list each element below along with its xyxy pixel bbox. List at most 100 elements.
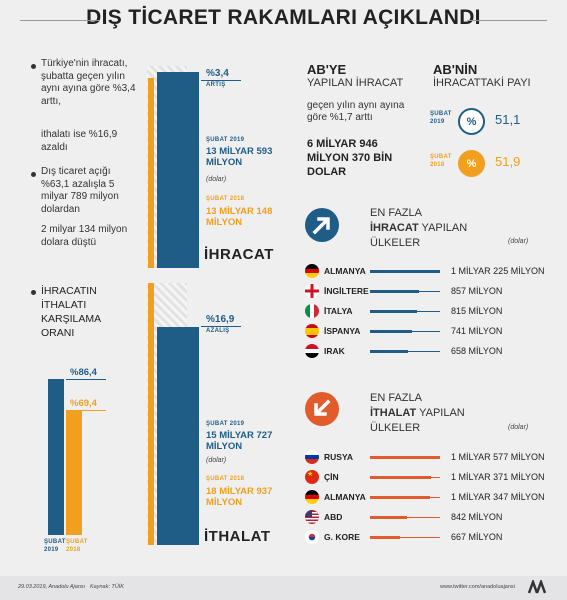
country-value: 857 MİLYON xyxy=(451,286,503,296)
country-name: ABD xyxy=(324,512,343,522)
value-track xyxy=(370,537,440,538)
value-bar xyxy=(370,516,407,519)
note-deficit: Dış ticaret açığı %63,1 azalışla 5 milya… xyxy=(41,166,119,215)
flag-irak-icon xyxy=(305,344,319,358)
top-import-unit: (dolar) xyxy=(508,424,529,431)
value-bar xyxy=(370,290,419,293)
export-2019-value: 13 MİLYAR 593 MİLYON xyxy=(206,146,273,168)
top-export-h1: EN FAZLA xyxy=(370,207,422,219)
country-value: 1 MİLYAR 577 MİLYON xyxy=(451,452,545,462)
top-export-h2: İHRACAT YAPILAN xyxy=(370,222,467,235)
eu-share-2019-value: 51,1 xyxy=(495,112,521,127)
country-name: İTALYA xyxy=(324,306,353,316)
top-import-h2-bold: İTHALAT xyxy=(370,407,417,419)
coverage-2019-bar xyxy=(48,379,64,535)
top-export-unit: (dolar) xyxy=(508,238,529,245)
flag-i-talya-icon xyxy=(305,304,319,318)
eu-export-desc: geçen yılın aynı ayına göre %1,7 arttı xyxy=(307,100,405,123)
export-2019-bar xyxy=(157,72,199,268)
export-2018-bar xyxy=(148,78,154,268)
percent-icon: % xyxy=(458,108,485,135)
country-value: 1 MİLYAR 371 MİLYON xyxy=(451,472,545,482)
page-title: DIŞ TİCARET RAKAMLARI AÇIKLANDI xyxy=(86,6,481,29)
top-import-h3: ÜLKELER xyxy=(370,422,421,434)
value-bar xyxy=(370,476,431,479)
aa-logo-icon xyxy=(527,578,547,594)
percent-icon: % xyxy=(458,150,485,177)
country-name: ÇİN xyxy=(324,472,339,482)
country-value: 1 MİLYAR 225 MİLYON xyxy=(451,266,545,276)
note-deficit-2: 2 milyar 134 milyon dolara düştü xyxy=(41,224,128,248)
value-bar xyxy=(370,270,440,273)
import-name: İTHALAT xyxy=(204,528,271,545)
export-2019-label: ŞUBAT 2019 xyxy=(206,137,245,143)
export-name: İHRACAT xyxy=(204,246,274,263)
country-value: 658 MİLYON xyxy=(451,346,503,356)
flag-i-ngi-ltere-icon xyxy=(305,284,319,298)
flag-almanya-icon xyxy=(305,490,319,504)
import-unit: (dolar) xyxy=(206,457,227,464)
country-name: RUSYA xyxy=(324,452,353,462)
coverage-2018-bar xyxy=(66,410,82,535)
bullet xyxy=(31,290,36,295)
coverage-2018-line xyxy=(66,410,106,411)
arrow-down-left-icon xyxy=(305,392,339,426)
arrow-up-right-icon xyxy=(305,208,339,242)
flag-çi-n-icon: ★ xyxy=(305,470,319,484)
coverage-2018-label: ŞUBAT 2018 xyxy=(66,539,88,553)
bullet xyxy=(31,64,36,69)
export-unit: (dolar) xyxy=(206,176,227,183)
import-pct-label: AZALIŞ xyxy=(206,328,230,334)
value-bar xyxy=(370,350,408,353)
top-import-h2-rest: YAPILAN xyxy=(419,407,465,419)
value-bar xyxy=(370,456,440,459)
import-pct-rule xyxy=(201,326,241,327)
eu-export-sub: YAPILAN İHRACAT xyxy=(307,77,404,89)
eu-share-2019-label: ŞUBAT 2019 xyxy=(430,111,452,125)
import-2019-value: 15 MİLYAR 727 MİLYON xyxy=(206,430,273,452)
country-value: 842 MİLYON xyxy=(451,512,503,522)
note-import: ithalatı ise %16,9 azaldı xyxy=(41,129,118,153)
value-bar xyxy=(370,536,400,539)
flag-rusya-icon xyxy=(305,450,319,464)
note-export: Türkiye'nin ihracatı, şubatta geçen yılı… xyxy=(41,58,136,107)
coverage-2019-value: %86,4 xyxy=(70,367,97,378)
eu-share-heading: AB'NİN xyxy=(433,62,478,77)
coverage-2019-label: ŞUBAT 2019 xyxy=(44,539,66,553)
value-bar xyxy=(370,496,430,499)
country-value: 741 MİLYON xyxy=(451,326,503,336)
footer-date: 29.03.2019, Anadolu Ajansı xyxy=(18,584,86,590)
value-bar xyxy=(370,330,412,333)
eu-export-amount: 6 MİLYAR 946 MİLYON 370 BİN DOLAR xyxy=(307,138,393,178)
country-name: IRAK xyxy=(324,346,345,356)
eu-export-heading: AB'YE xyxy=(307,62,347,77)
eu-share-2018-value: 51,9 xyxy=(495,154,521,169)
import-2019-label: ŞUBAT 2019 xyxy=(206,421,245,427)
eu-share-2018-label: ŞUBAT 2018 xyxy=(430,154,452,168)
export-pct-label: ARTIŞ xyxy=(206,82,226,88)
title-rule-right xyxy=(467,20,547,21)
country-name: ALMANYA xyxy=(324,492,366,502)
coverage-2019-line xyxy=(66,379,106,380)
country-value: 667 MİLYON xyxy=(451,532,503,542)
flag-g-kore-icon xyxy=(305,530,319,544)
export-2018-label: ŞUBAT 2018 xyxy=(206,196,245,202)
country-value: 815 MİLYON xyxy=(451,306,503,316)
bullet xyxy=(31,172,36,177)
coverage-title: İHRACATIN İTHALATI KARŞILAMA ORANI xyxy=(41,285,101,339)
country-value: 1 MİLYAR 347 MİLYON xyxy=(451,492,545,502)
country-name: İNGİLTERE xyxy=(324,286,369,296)
country-name: ALMANYA xyxy=(324,266,366,276)
country-name: İSPANYA xyxy=(324,326,361,336)
eu-share-sub: İHRACATTAKİ PAYI xyxy=(433,77,531,89)
top-export-h2-rest: YAPILAN xyxy=(421,222,468,234)
import-2018-value: 18 MİLYAR 937 MİLYON xyxy=(206,486,273,508)
flag-abd-icon xyxy=(305,510,319,524)
coverage-2018-value: %69,4 xyxy=(70,398,97,409)
import-2018-bar xyxy=(148,283,154,545)
footer-twitter: www.twitter.com/anadoluajansi xyxy=(440,584,515,590)
export-pct-rule xyxy=(201,80,241,81)
country-name: G. KORE xyxy=(324,532,360,542)
export-2018-value: 13 MİLYAR 148 MİLYON xyxy=(206,206,273,228)
top-export-h2-bold: İHRACAT xyxy=(370,222,419,234)
